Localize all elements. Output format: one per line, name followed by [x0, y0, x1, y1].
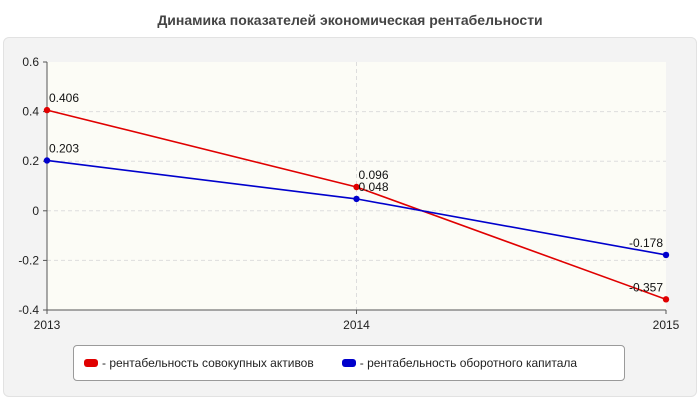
- x-tick-label: 2013: [34, 318, 61, 332]
- grid-lines: [47, 62, 666, 310]
- data-label: -0.178: [629, 236, 663, 250]
- legend-item-assets: - рентабельность совокупных активов: [84, 356, 314, 370]
- series-point-0: [43, 106, 51, 114]
- data-label: 0.406: [49, 91, 79, 105]
- data-label: 0.048: [359, 180, 389, 194]
- legend-label-working-capital: - рентабельность оборотного капитала: [359, 356, 578, 370]
- legend-swatch-working-capital: [341, 359, 356, 367]
- series-point-1: [353, 195, 360, 203]
- y-tick-label: 0: [32, 204, 39, 218]
- series-point-1: [662, 251, 670, 259]
- y-tick-label: -0.4: [18, 303, 39, 317]
- series-point-0: [662, 296, 670, 303]
- y-tick-label: 0.2: [22, 154, 39, 168]
- y-tick-label: 0.4: [22, 105, 39, 119]
- data-label: -0.357: [629, 280, 663, 294]
- data-labels: 0.406 0.096 -0.357 0.203 0.048 -0.178: [49, 91, 663, 294]
- legend-swatch-assets: [84, 359, 98, 367]
- x-tick-label: 2014: [343, 318, 370, 332]
- legend-label-assets: - рентабельность совокупных активов: [102, 356, 314, 370]
- series-point-1: [43, 157, 51, 164]
- data-label: 0.203: [49, 141, 79, 155]
- series-point-0: [353, 183, 360, 191]
- data-label: 0.096: [359, 168, 389, 182]
- chart-title: Динамика показателей экономическая рента…: [157, 12, 543, 28]
- legend: - рентабельность совокупных активов - ре…: [73, 345, 625, 381]
- y-tick-label: 0.6: [22, 55, 39, 69]
- y-tick-label: -0.2: [18, 253, 39, 267]
- series-layer: [43, 106, 670, 303]
- x-tick-label: 2015: [653, 318, 680, 332]
- legend-item-working-capital: - рентабельность оборотного капитала: [341, 356, 578, 370]
